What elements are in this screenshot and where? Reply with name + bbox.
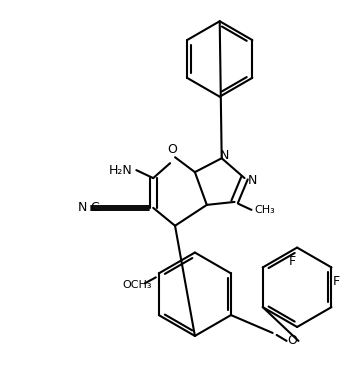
Text: N: N — [78, 201, 88, 214]
Text: O: O — [287, 334, 298, 347]
Text: F: F — [289, 255, 296, 268]
Text: O: O — [167, 143, 177, 156]
Text: N: N — [220, 149, 230, 162]
Text: F: F — [333, 275, 340, 288]
Text: N: N — [248, 174, 257, 187]
Text: C: C — [90, 201, 99, 214]
Text: H₂N: H₂N — [109, 164, 132, 177]
Text: CH₃: CH₃ — [254, 205, 275, 215]
Text: OCH₃: OCH₃ — [122, 280, 152, 290]
